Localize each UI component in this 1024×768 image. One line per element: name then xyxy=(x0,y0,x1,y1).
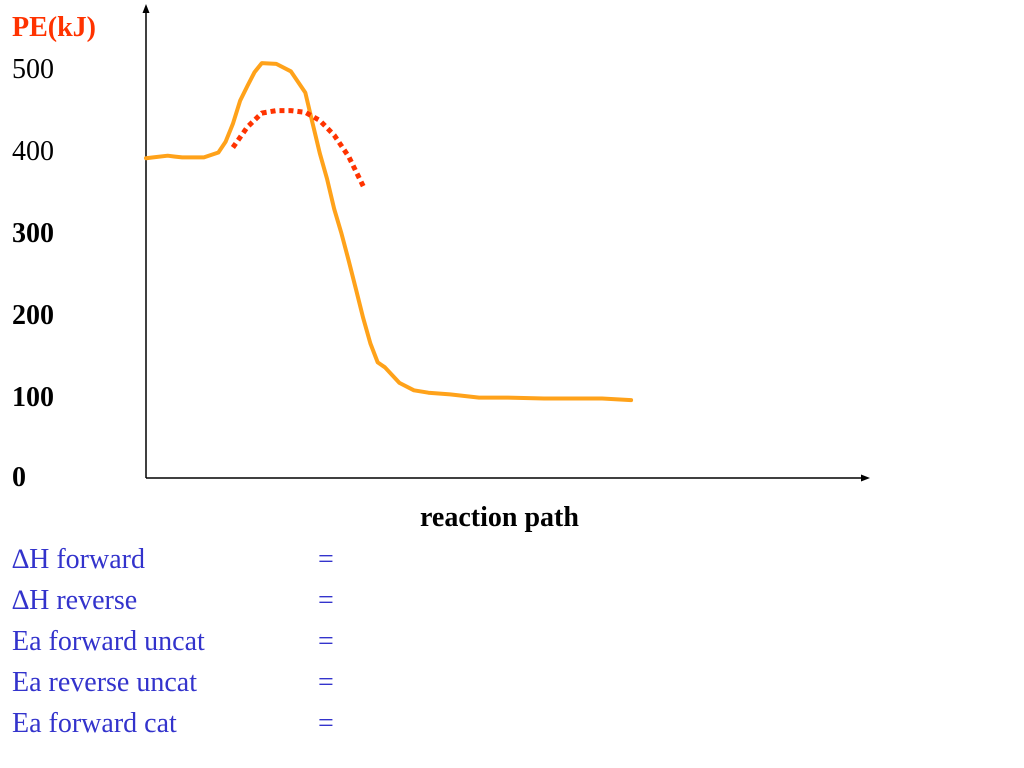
y-tick-label: 400 xyxy=(12,136,54,167)
chart-series-group xyxy=(144,61,634,403)
equals-sign: = xyxy=(318,626,334,657)
chart-axes xyxy=(142,4,870,482)
equals-sign: = xyxy=(318,667,334,698)
y-tick-label: 300 xyxy=(12,218,54,249)
y-tick-label: 200 xyxy=(12,300,54,331)
question-label: ∆H reverse xyxy=(12,585,138,616)
question-label: ∆H forward xyxy=(12,544,145,575)
uncatalyzed-energy-line xyxy=(144,61,634,403)
catalyzed-energy-line xyxy=(230,108,366,188)
equals-sign: = xyxy=(318,585,334,616)
y-tick-label: 100 xyxy=(12,382,54,413)
question-label: Ea forward cat xyxy=(12,708,177,739)
x-axis-arrowhead xyxy=(861,474,870,482)
x-axis-label: reaction path xyxy=(420,502,579,533)
y-axis-arrowhead xyxy=(142,4,150,13)
y-tick-label: 500 xyxy=(12,54,54,85)
y-axis-label: PE(kJ) xyxy=(12,12,96,43)
question-label: Ea reverse uncat xyxy=(12,667,197,698)
equals-sign: = xyxy=(318,544,334,575)
y-tick-label: 0 xyxy=(12,462,26,493)
equals-sign: = xyxy=(318,708,334,739)
question-label: Ea forward uncat xyxy=(12,626,205,657)
